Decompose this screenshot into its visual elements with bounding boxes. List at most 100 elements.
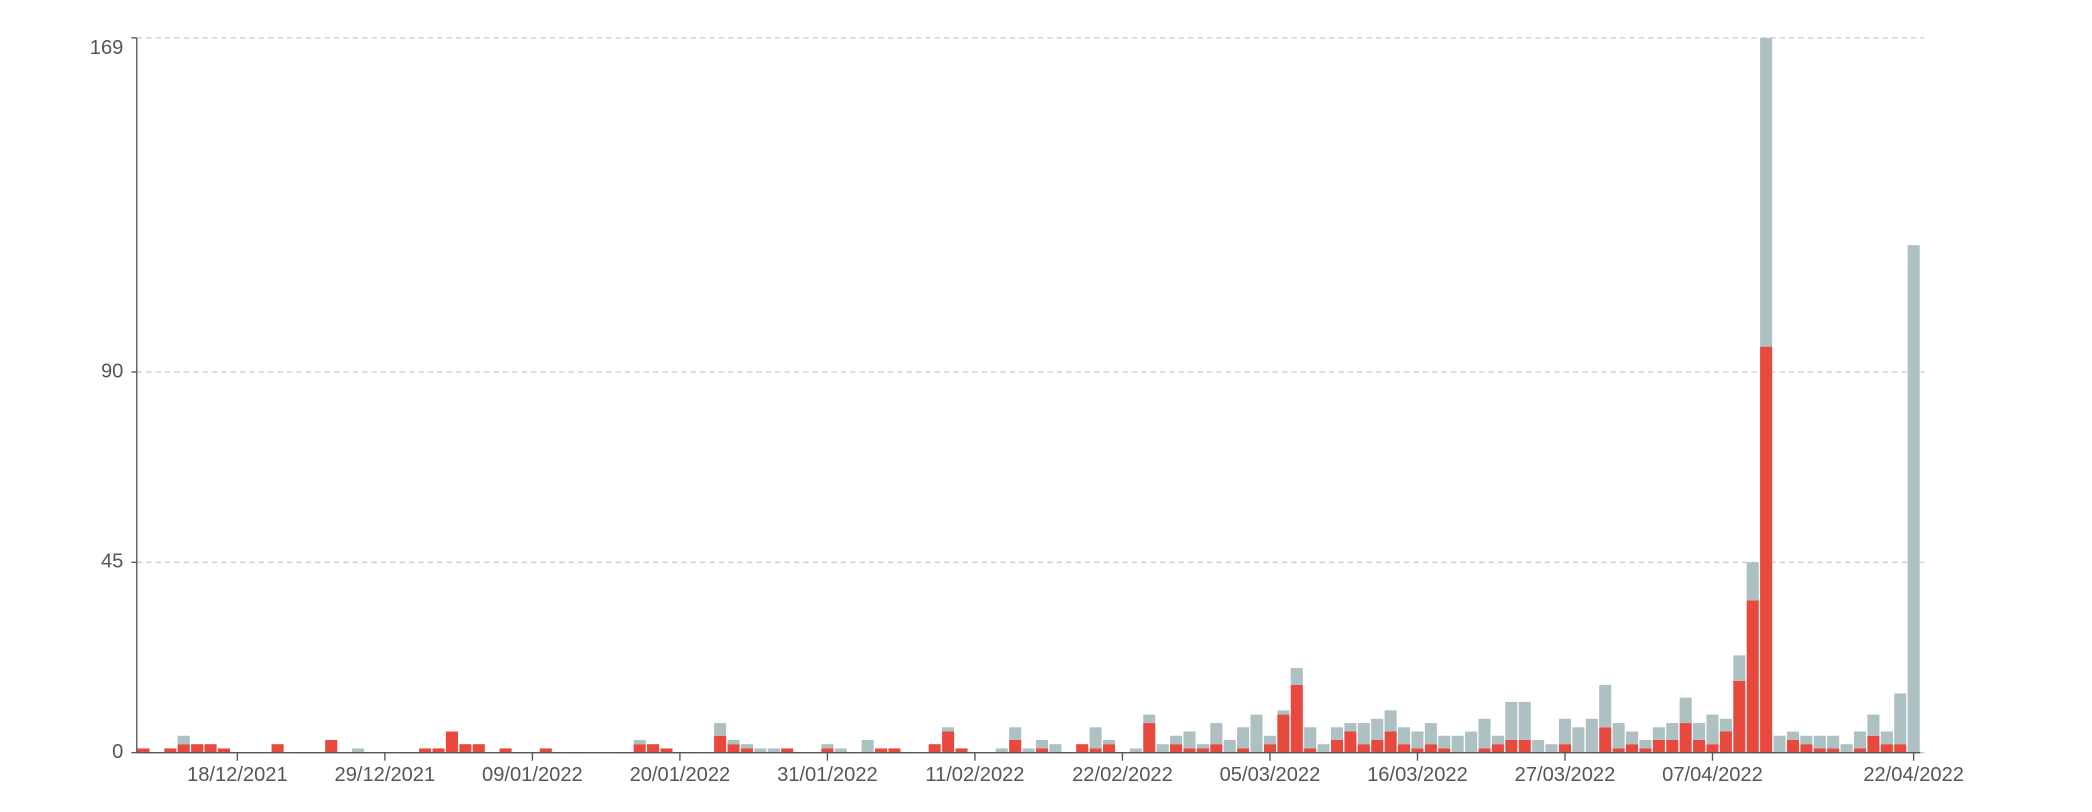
y-tick-label: 169 (90, 37, 124, 59)
bar-segment (1693, 739, 1706, 753)
bar-segment (647, 744, 660, 753)
bar-segment (1853, 748, 1867, 753)
bar-segment (1827, 735, 1840, 749)
bar-segment (1049, 744, 1062, 753)
bar-segment (740, 748, 753, 753)
bar-segment (1089, 748, 1102, 753)
grid (136, 37, 1925, 754)
x-tick-label: 20/01/2022 (630, 764, 731, 786)
bar-segment (1237, 748, 1250, 753)
bar-segment (1572, 727, 1585, 753)
x-tick-label: 16/03/2022 (1367, 764, 1468, 786)
bar-segment (1760, 37, 1773, 347)
bar-segment (1518, 701, 1531, 740)
bar-segment (1210, 744, 1223, 753)
bar-segment (714, 723, 727, 736)
bar-segment (821, 748, 834, 753)
bar-segment (1840, 744, 1853, 753)
bar-segment (1371, 718, 1384, 740)
bar-segment (1156, 744, 1169, 753)
bar-segment (995, 748, 1008, 753)
bar-segment (164, 748, 177, 753)
bar-segment (1880, 744, 1893, 753)
bar-segment (1089, 727, 1102, 749)
bar-segment (1786, 731, 1799, 740)
bar-segment (633, 739, 646, 745)
bar-segment (1706, 714, 1719, 745)
bar-segment (714, 735, 727, 753)
bar-segment (1639, 748, 1652, 753)
bar-segment (1424, 723, 1437, 745)
bar-segment (1800, 735, 1813, 745)
bar-segment (1491, 735, 1504, 745)
axes: 0 45 90 169 18/12/2021 29/12/2021 09/01/2022 20… (90, 37, 1964, 786)
bar-segment (459, 744, 472, 753)
x-tick-label: 05/03/2022 (1220, 764, 1321, 786)
bar-segment (1518, 739, 1531, 753)
bar-segment (217, 748, 230, 753)
bar-segment (942, 731, 955, 753)
bar-segment (1102, 739, 1116, 745)
x-tick-label: 27/03/2022 (1515, 764, 1616, 786)
bar-segment (1491, 744, 1504, 753)
bar-segment (1679, 723, 1692, 753)
bar-segment (1786, 739, 1799, 753)
bar-segment (1304, 727, 1317, 749)
bar-segment (1719, 718, 1732, 732)
bar-segment (1733, 655, 1746, 681)
bar-segment (1263, 735, 1276, 745)
bar-segment (1679, 697, 1692, 724)
bar-segment (1505, 701, 1518, 740)
bar-segment (1505, 739, 1518, 753)
bar-segment (1411, 731, 1424, 749)
bar-segment (1558, 744, 1572, 753)
bar-segment (1009, 739, 1022, 753)
bar-segment (727, 744, 740, 753)
bar-segment (1652, 739, 1665, 753)
bar-segment (271, 744, 284, 753)
bar-segment (1411, 748, 1424, 753)
bar-segment (1196, 744, 1209, 749)
bar-segment (1035, 748, 1049, 753)
bar-segment (1210, 723, 1223, 745)
x-tick-label: 22/02/2022 (1072, 764, 1173, 786)
bar-segment (1035, 739, 1049, 749)
bar-segment (499, 748, 512, 753)
bar-segment (191, 744, 204, 753)
bar-segment (1545, 744, 1558, 753)
bar-segment (177, 735, 190, 745)
bar-segment (1813, 735, 1826, 749)
x-tick-label: 31/01/2022 (777, 764, 878, 786)
bar-segment (767, 748, 780, 753)
bar-segment (1760, 346, 1773, 753)
x-tick-label: 22/04/2022 (1863, 764, 1964, 786)
bar-segment (1800, 744, 1813, 753)
bar-segment (1599, 684, 1612, 728)
bar-segment (1143, 714, 1156, 724)
bar-segment (1129, 748, 1142, 753)
bar-segment (1170, 735, 1183, 745)
bar-segment (821, 744, 834, 749)
bar-segment (1317, 744, 1330, 753)
bar-segment (1170, 744, 1183, 753)
bar-segment (1907, 245, 1920, 753)
bar-segment (432, 748, 445, 753)
bar-segment (1478, 748, 1491, 753)
bar-segment (928, 744, 941, 753)
bar-segment (1183, 748, 1196, 753)
bar-segment (1076, 744, 1089, 753)
bar-segment (1894, 744, 1907, 753)
bar-segment (1451, 735, 1464, 753)
bar-segment (1733, 680, 1746, 753)
bar-segment (1867, 735, 1880, 753)
x-tick-label: 29/12/2021 (335, 764, 436, 786)
bar-segment (1719, 731, 1732, 753)
bar-segment (1384, 731, 1397, 753)
bar-segment (1330, 727, 1344, 740)
bar-segment (1585, 718, 1598, 753)
x-tick-label: 07/04/2022 (1662, 764, 1763, 786)
bar-segment (204, 744, 217, 753)
bar-segment (1666, 723, 1679, 740)
